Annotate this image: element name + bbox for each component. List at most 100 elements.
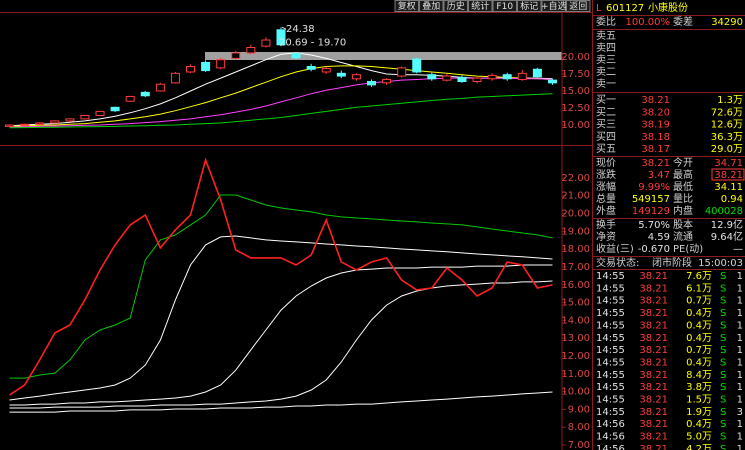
series-line (9, 157, 553, 396)
series-line (9, 235, 553, 401)
toolbar-button[interactable]: 统计 (468, 0, 493, 12)
trade-count: 1 (737, 432, 743, 443)
trade-price: 38.21 (639, 271, 668, 282)
trade-side: S (720, 333, 726, 344)
candle-body (427, 74, 437, 80)
detail-label: 收益(三) (596, 242, 634, 255)
trade-volume: 6.1万 (686, 283, 712, 294)
candle-body (5, 124, 15, 127)
y-tick-label: 9.00 (568, 404, 590, 415)
candle-body (95, 110, 105, 116)
candle-body (487, 74, 497, 80)
bid-price: 38.18 (641, 132, 670, 143)
candle-body (216, 59, 226, 69)
trade-volume: 0.4万 (686, 357, 712, 368)
annotation: 20.69 - 19.70 (279, 37, 346, 48)
button-frame (517, 0, 542, 12)
button-frame (566, 0, 591, 12)
bid-label: 买二 (596, 106, 616, 118)
trade-price: 38.21 (639, 357, 668, 368)
y-tick-label: 7.00 (568, 440, 590, 450)
candle-body (547, 79, 557, 84)
trade-volume: 3.8万 (686, 382, 712, 393)
candle-body (231, 52, 241, 59)
candle-body (276, 29, 286, 46)
ask-label: 卖四 (596, 42, 616, 54)
y-tick-label: 18.00 (561, 244, 590, 255)
candle-body (412, 58, 422, 73)
trade-count: 1 (737, 370, 743, 381)
trade-price: 38.21 (639, 444, 668, 450)
bid-label: 买四 (596, 131, 616, 143)
bid-price: 38.20 (641, 107, 670, 118)
y-tick-label: 15.00 (561, 86, 590, 97)
stat-value: 34.11 (714, 182, 743, 193)
series-line (9, 391, 553, 413)
stat-value: 38.21 (714, 170, 743, 181)
trade-side: S (720, 283, 726, 294)
candle-body (110, 106, 120, 112)
button-frame (419, 0, 444, 12)
trade-count: 1 (737, 296, 743, 307)
ask-label: 卖三 (596, 54, 616, 66)
candle-body (321, 68, 331, 73)
candle-body (336, 72, 346, 77)
toolbar-button[interactable]: 返回 (566, 0, 591, 12)
trade-time: 14:55 (596, 395, 625, 406)
trade-time: 14:56 (596, 444, 625, 450)
label: 委比 (596, 15, 616, 28)
series-line (9, 280, 553, 409)
toolbar-button[interactable]: +自选 (541, 0, 567, 12)
button-frame (492, 0, 517, 12)
status-value: 闭市阶段 (652, 256, 692, 269)
trade-count: 1 (737, 345, 743, 356)
series-line (9, 65, 553, 127)
candle-body (246, 46, 256, 54)
trade-volume: 0.4万 (686, 333, 712, 344)
trade-price: 38.21 (639, 308, 668, 319)
candle-body (502, 74, 512, 80)
toolbar-button[interactable]: 复权 (394, 0, 419, 12)
stat-label: 涨跌 (596, 168, 616, 181)
ask-label: 卖一 (596, 78, 616, 90)
toolbar-button[interactable]: 标记 (517, 0, 542, 12)
candle-body (457, 76, 467, 82)
detail-value: -0.670 (638, 244, 670, 255)
trade-side: S (720, 308, 726, 319)
candle-body (517, 72, 527, 80)
candle-body (351, 74, 361, 80)
bid-volume: 72.6万 (711, 107, 743, 118)
detail-label: 流通 (673, 230, 693, 243)
toolbar-button[interactable]: F10 (492, 0, 517, 13)
ask-label: 卖五 (596, 30, 616, 42)
candle-body (291, 53, 301, 59)
trade-count: 1 (737, 395, 743, 406)
stat-value: 34.71 (714, 158, 743, 169)
status-time: 15:00:03 (698, 258, 743, 269)
stat-value: 0.94 (721, 194, 743, 205)
y-tick-label: 15.00 (561, 298, 590, 309)
trade-price: 38.21 (639, 370, 668, 381)
stock-code: 601127 (606, 3, 644, 14)
bid-price: 38.21 (641, 95, 670, 106)
trade-count: 1 (737, 444, 743, 450)
bid-label: 买一 (596, 94, 616, 106)
button-label: 历史 (447, 0, 465, 12)
trade-volume: 8.4万 (686, 370, 712, 381)
bid-price: 38.17 (641, 144, 670, 155)
high-box (711, 168, 745, 181)
toolbar-button[interactable]: 历史 (443, 0, 468, 12)
stat-value: 149129 (632, 206, 670, 217)
trade-time: 14:56 (596, 432, 625, 443)
bid-volume: 29.0万 (711, 144, 743, 155)
detail-label: 净资 (596, 230, 616, 243)
quote-header-bg (593, 0, 745, 15)
toolbar-button[interactable]: 叠加 (419, 0, 444, 13)
trade-time: 14:56 (596, 419, 625, 430)
bid-volume: 1.3万 (717, 95, 743, 106)
trade-count: 1 (737, 320, 743, 331)
trade-time: 14:55 (596, 370, 625, 381)
stat-value: 3.47 (648, 170, 670, 181)
candle-body (261, 39, 271, 47)
